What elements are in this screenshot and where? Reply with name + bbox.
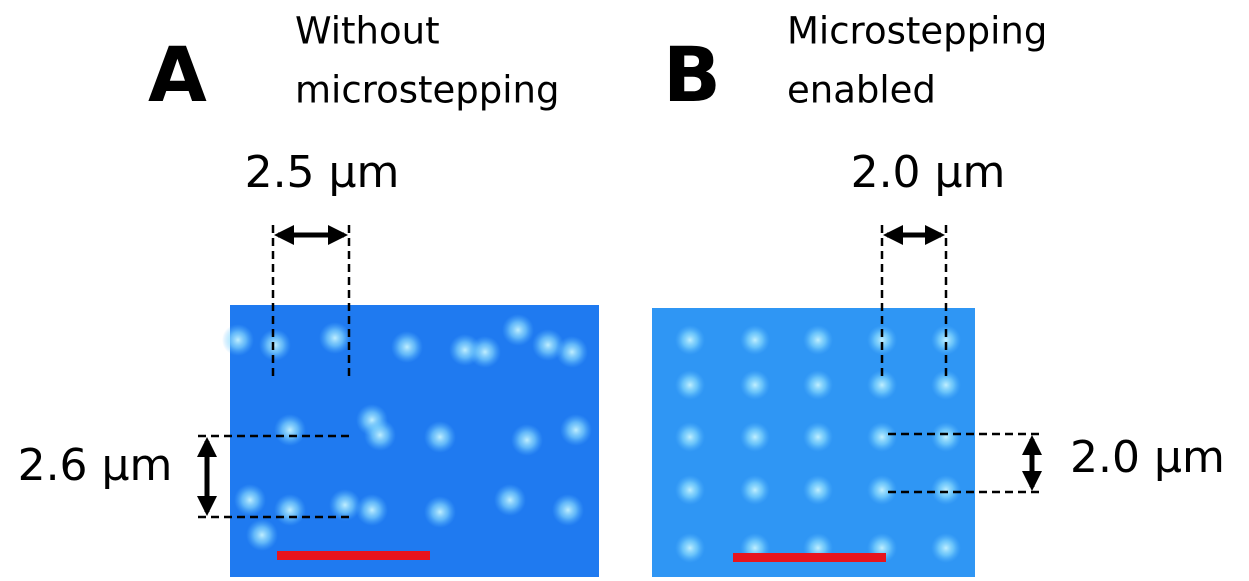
- dimension-label: 2.6 μm: [18, 440, 173, 491]
- panel-label: B: [663, 30, 721, 119]
- scale-bar: [277, 551, 430, 560]
- spot: [931, 422, 961, 452]
- spot: [931, 475, 961, 505]
- spot: [502, 314, 534, 346]
- spot: [675, 370, 705, 400]
- spot: [424, 421, 456, 453]
- spot: [803, 370, 833, 400]
- spot: [391, 331, 423, 363]
- spot: [469, 336, 501, 368]
- spot: [319, 322, 351, 354]
- caption-line: Microstepping: [787, 10, 1047, 53]
- spot: [675, 422, 705, 452]
- spot: [259, 329, 291, 361]
- spot: [364, 419, 396, 451]
- spot: [552, 494, 584, 526]
- spot: [560, 414, 592, 446]
- spot: [274, 414, 306, 446]
- spot: [740, 325, 770, 355]
- spot: [740, 370, 770, 400]
- spot: [675, 325, 705, 355]
- caption-line: microstepping: [295, 69, 559, 112]
- spot: [511, 424, 543, 456]
- spot: [675, 533, 705, 563]
- spot: [675, 475, 705, 505]
- dimension-label: 2.5 μm: [245, 147, 400, 198]
- figure: A Without microstepping 2.5 μm 2.6 μm B …: [0, 0, 1249, 577]
- spot: [867, 422, 897, 452]
- spot: [234, 484, 266, 516]
- dimension-label: 2.0 μm: [851, 147, 1006, 198]
- spot: [740, 475, 770, 505]
- spot: [274, 494, 306, 526]
- panel-label: A: [148, 30, 207, 119]
- spot: [740, 422, 770, 452]
- spot: [867, 475, 897, 505]
- spot: [424, 496, 456, 528]
- spot: [556, 336, 588, 368]
- spot: [356, 494, 388, 526]
- spot: [803, 475, 833, 505]
- dimension-label: 2.0 μm: [1070, 432, 1225, 483]
- caption-line: Without: [295, 10, 440, 53]
- scale-bar: [733, 553, 886, 562]
- spot: [803, 422, 833, 452]
- spot: [222, 324, 254, 356]
- spot: [931, 533, 961, 563]
- spot: [494, 484, 526, 516]
- spot: [246, 519, 278, 551]
- caption-line: enabled: [787, 69, 936, 112]
- spot: [803, 325, 833, 355]
